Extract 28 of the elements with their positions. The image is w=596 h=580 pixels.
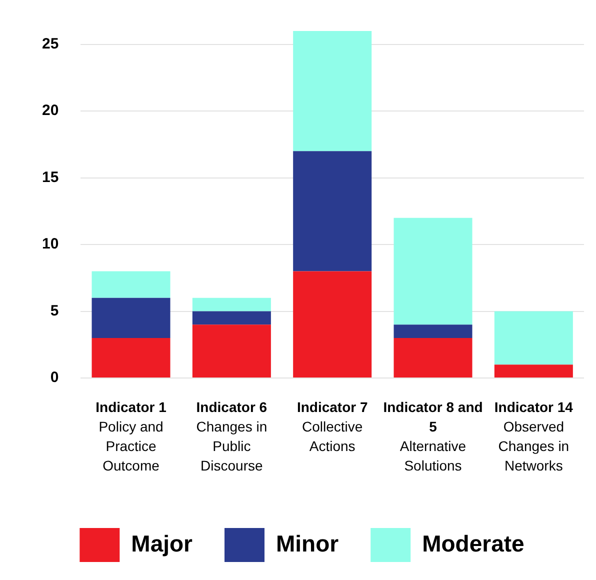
bar [192,298,271,312]
x-tick-label: Indicator 8 and 5 Alternative Solutions [383,398,483,474]
bar [293,151,372,272]
bar [192,324,271,378]
y-tick-label: 0 [50,369,59,386]
bar [92,271,170,298]
bar [92,338,170,378]
bar [394,324,472,338]
legend-label: Minor [276,530,339,556]
bar [494,364,573,378]
legend-label: Major [131,530,193,556]
x-tick-label: Indicator 6 Changes in Public Discourse [196,398,268,474]
x-tick-label: Indicator 7 Collective Actions [296,398,368,454]
legend-label: Moderate [422,530,524,556]
bar [394,338,472,378]
y-tick-label: 5 [50,302,59,320]
y-tick-label: 25 [42,35,59,52]
bar [494,311,573,365]
y-tick-label: 10 [42,236,59,253]
bar [92,298,170,338]
bar [293,271,372,378]
y-tick-label: 15 [42,168,59,186]
x-tick-label: Indicator 14 Observed Changes in Networks [494,398,574,474]
x-tick-label: Indicator 1 Policy and Practice Outcome [96,398,167,474]
bar [293,31,372,152]
y-tick-label: 20 [42,102,59,120]
bar [192,311,271,325]
bar [394,218,472,325]
